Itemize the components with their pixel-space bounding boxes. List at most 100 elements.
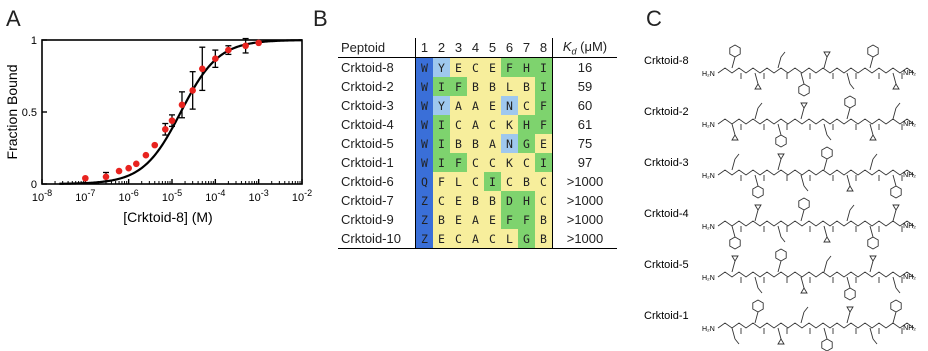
residue-cell: E xyxy=(484,57,501,77)
side-chain-bond xyxy=(823,158,828,171)
side-chain-bond xyxy=(731,327,736,340)
data-point xyxy=(125,164,132,172)
ring-group xyxy=(798,197,810,211)
ring-group xyxy=(890,185,902,199)
side-chain-bond xyxy=(823,56,828,69)
side-chain-bond xyxy=(892,107,897,120)
residue-cell: Q xyxy=(415,172,433,191)
side-chain-bond xyxy=(754,311,759,324)
binding-curve-chart: 00.51 10-8 10-7 10-6 10-5 10-4 10-3 10-2 [Crkt… xyxy=(4,35,312,225)
residue-cell: G xyxy=(518,134,535,153)
data-point xyxy=(132,160,140,168)
structure-label: Crktoid-8 xyxy=(644,55,689,67)
residue-cell: F xyxy=(433,172,450,191)
table-row: Crktoid-1 W I F C C K C I 97 xyxy=(338,153,617,172)
residue-cell: B xyxy=(450,134,467,153)
residue-cell: I xyxy=(433,115,450,134)
cyclopropyl-group xyxy=(754,83,762,90)
peptide-name: Crktoid-7 xyxy=(338,191,416,210)
backbone xyxy=(717,169,915,176)
structure-row: Crktoid-5 H₂N NH₂ xyxy=(644,248,916,301)
peptide-name: Crktoid-9 xyxy=(338,210,416,229)
residue-cell: B xyxy=(467,191,484,210)
ring-group xyxy=(752,185,764,199)
y-axis-label: Fraction Bound xyxy=(4,65,20,160)
backbone xyxy=(717,67,915,74)
residue-cell: B xyxy=(467,134,484,153)
side-chain-bond xyxy=(869,260,874,273)
residue-cell: F xyxy=(535,115,553,134)
side-chain-bond xyxy=(823,123,828,136)
residue-cell: C xyxy=(484,229,501,249)
residue-cell: E xyxy=(450,191,467,210)
x-tick-label: 10-3 xyxy=(249,188,269,204)
kd-value: 61 xyxy=(552,115,617,134)
residue-cell: C xyxy=(518,153,535,172)
residue-cell: F xyxy=(501,57,518,77)
fit-curve xyxy=(59,39,303,185)
ring-group xyxy=(821,146,833,160)
x-tick-exponent: -7 xyxy=(87,188,95,198)
cyclopropyl-group xyxy=(823,236,831,243)
side-chain-bond xyxy=(846,107,851,120)
side-chain-bond xyxy=(869,327,874,340)
side-chain-bond xyxy=(777,123,782,136)
alkyl-chain xyxy=(895,102,901,109)
structure-label: Crktoid-4 xyxy=(644,208,689,220)
residue-cell: W xyxy=(415,77,433,96)
amine-label: H₂N xyxy=(702,122,715,129)
residue-cell: C xyxy=(450,229,467,249)
kd-value: 75 xyxy=(552,134,617,153)
residue-cell: W xyxy=(415,115,433,134)
data-point xyxy=(242,42,249,50)
x-tick-label: 10-5 xyxy=(162,188,182,204)
header-pos-6: 6 xyxy=(501,38,518,58)
side-chain-bond xyxy=(892,311,897,324)
residue-cell: Y xyxy=(433,57,450,77)
residue-cell: C xyxy=(467,172,484,191)
side-chain-bond xyxy=(754,276,759,289)
cyclopropyl-group xyxy=(892,83,900,90)
residue-cell: Z xyxy=(415,229,433,249)
alkyl-chain xyxy=(734,153,740,160)
kd-unit: (μM) xyxy=(580,38,608,54)
peptide-name: Crktoid-5 xyxy=(338,134,416,153)
alkyl-chain xyxy=(826,255,832,262)
data-point xyxy=(212,55,219,63)
residue-cell: Z xyxy=(415,210,433,229)
side-chain-bond xyxy=(869,123,874,136)
cyclopropyl-group xyxy=(892,204,900,211)
peptide-name: Crktoid-4 xyxy=(338,115,416,134)
side-chain-bond xyxy=(800,174,805,187)
side-chain-bond xyxy=(846,276,851,289)
side-chain-bond xyxy=(731,158,736,171)
side-chain-bond xyxy=(892,276,897,289)
side-chain-bond xyxy=(892,174,897,187)
structures-panel: Crktoid-8 H₂N NH₂ Crktoid-2 H₂N NH₂ Crktoid-3 H… xyxy=(644,44,916,351)
side-chain-bond xyxy=(846,209,851,222)
residue-cell: K xyxy=(501,115,518,134)
y-tick-label: 0.5 xyxy=(22,107,37,119)
data-point xyxy=(161,125,169,133)
x-tick-label: 10-6 xyxy=(119,188,139,204)
peptide-name: Crktoid-1 xyxy=(338,153,416,172)
residue-cell: L xyxy=(501,77,518,96)
x-tick-exponent: -5 xyxy=(174,188,182,198)
cyclopropyl-group xyxy=(846,185,854,192)
side-chain-bond xyxy=(823,260,828,273)
residue-cell: I xyxy=(535,153,553,172)
data-point xyxy=(115,167,123,175)
side-chain-bond xyxy=(800,311,805,324)
x-tick-base: 10 xyxy=(162,192,174,204)
alkyl-chain xyxy=(803,306,809,313)
cyclopropyl-group xyxy=(800,102,808,109)
ring-group xyxy=(752,299,764,313)
side-chain-bond xyxy=(777,225,782,238)
residue-cell: A xyxy=(467,115,484,134)
cyclopropyl-group xyxy=(846,306,854,313)
side-chain-bond xyxy=(892,209,897,222)
data-point xyxy=(189,87,196,94)
residue-cell: I xyxy=(433,77,450,96)
residue-cell: G xyxy=(518,229,535,249)
side-chain-bond xyxy=(846,311,851,324)
